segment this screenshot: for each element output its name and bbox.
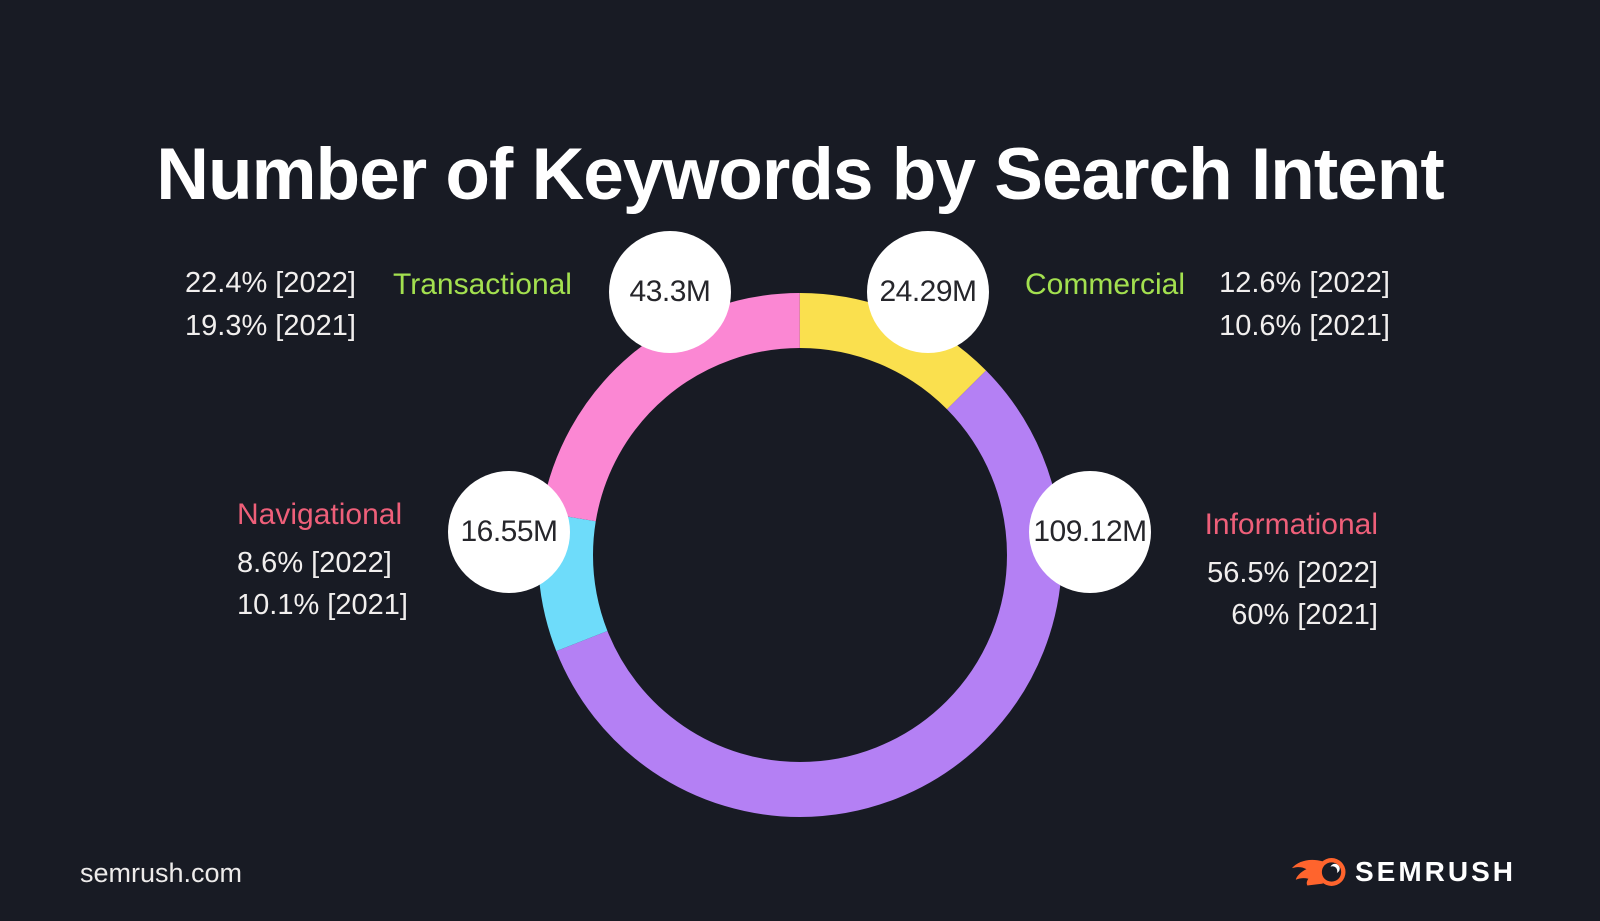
informational-share-2021: 60% [2021] [1231, 599, 1378, 631]
transactional-percent-block: 22.4% [2022] 19.3% [2021] [185, 262, 356, 348]
brand-wordmark: SEMRUSH [1354, 856, 1516, 887]
informational-label: Informational [1204, 508, 1378, 541]
navigational-share-2022: 8.6% [2022] [237, 547, 392, 579]
value-commercial: 24.29M [879, 275, 977, 308]
semrush-flame-icon [1291, 858, 1346, 886]
navigational-label-group: Navigational 8.6% [2022] 10.1% [2021] [237, 496, 408, 626]
value-informational: 109.12M [1033, 515, 1147, 548]
navigational-share-2021: 10.1% [2021] [237, 589, 408, 621]
transactional-label: Transactional [393, 268, 572, 301]
navigational-label: Navigational [237, 498, 403, 531]
donut-chart [538, 293, 1062, 817]
transactional-share-2021: 19.3% [2021] [185, 310, 356, 342]
value-badge-transactional: 43.3M [609, 231, 731, 353]
donut-segment-transactional [538, 293, 1062, 817]
brand-logo: SEMRUSH [1290, 856, 1516, 888]
commercial-percent-block: 12.6% [2022] 10.6% [2021] [1219, 262, 1390, 348]
commercial-share-2022: 12.6% [2022] [1219, 267, 1390, 299]
informational-label-group: Informational 56.5% [2022] 60% [2021] [1205, 506, 1378, 636]
footer-website: semrush.com [80, 858, 243, 888]
value-transactional: 43.3M [629, 275, 711, 308]
value-badge-navigational: 16.55M [448, 471, 570, 593]
donut-segment-navigational [538, 293, 1062, 817]
value-navigational: 16.55M [460, 515, 558, 548]
commercial-label: Commercial [1025, 268, 1186, 301]
page-title: Number of Keywords by Search Intent [156, 133, 1444, 215]
informational-share-2022: 56.5% [2022] [1207, 557, 1378, 589]
value-badge-commercial: 24.29M [867, 231, 989, 353]
transactional-share-2022: 22.4% [2022] [185, 267, 356, 299]
value-badge-informational: 109.12M [1029, 471, 1151, 593]
commercial-share-2021: 10.6% [2021] [1219, 310, 1390, 342]
